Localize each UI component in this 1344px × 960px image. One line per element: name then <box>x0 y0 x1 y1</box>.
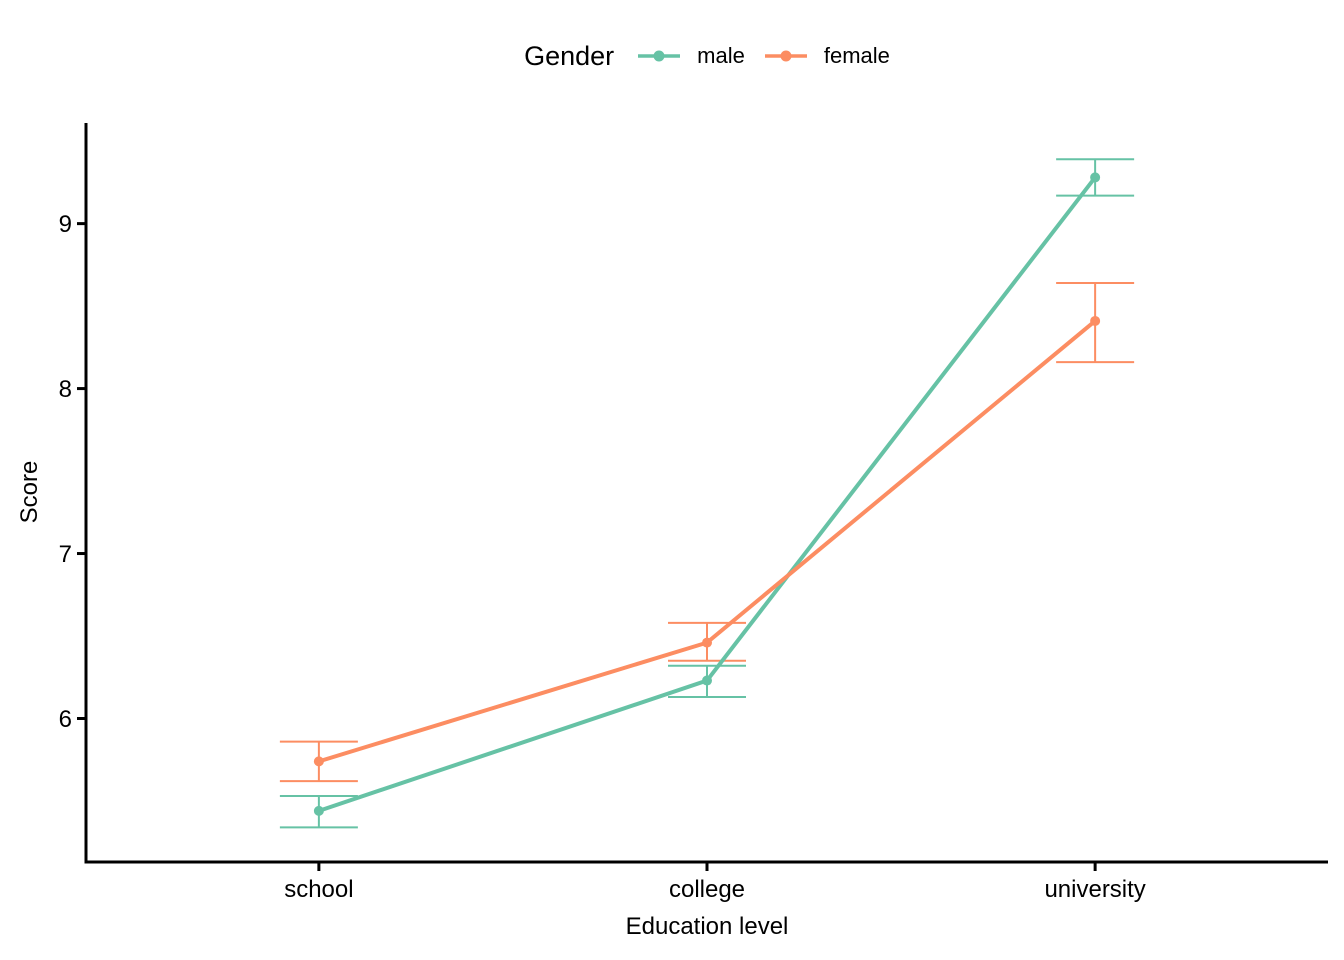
data-point-female <box>702 637 712 648</box>
y-tick-label: 8 <box>59 376 72 403</box>
legend-item-male: male <box>637 45 745 67</box>
data-point-female <box>1090 315 1101 326</box>
legend: Gender male female <box>86 34 1328 78</box>
x-tick-label: university <box>1044 876 1145 903</box>
legend-label-male: male <box>697 43 745 68</box>
y-tick-label: 6 <box>59 706 72 733</box>
legend-item-female: female <box>764 45 890 67</box>
y-tick-label: 9 <box>59 211 72 238</box>
data-point-female <box>313 756 324 767</box>
data-point-male <box>702 675 712 686</box>
series-line-male <box>318 176 1097 813</box>
legend-key-line-dot-icon <box>638 50 681 62</box>
y-axis-title: Score <box>16 460 43 524</box>
data-point-male <box>313 805 324 816</box>
y-tick-label: 7 <box>59 541 72 568</box>
x-tick-label: college <box>669 876 745 903</box>
x-axis-title: Education level <box>625 913 789 940</box>
data-point-male <box>1090 172 1101 183</box>
legend-title: Gender <box>524 40 615 71</box>
legend-key-line-dot-icon <box>764 50 807 62</box>
x-tick-label: school <box>284 876 353 903</box>
legend-label-female: female <box>823 43 890 68</box>
